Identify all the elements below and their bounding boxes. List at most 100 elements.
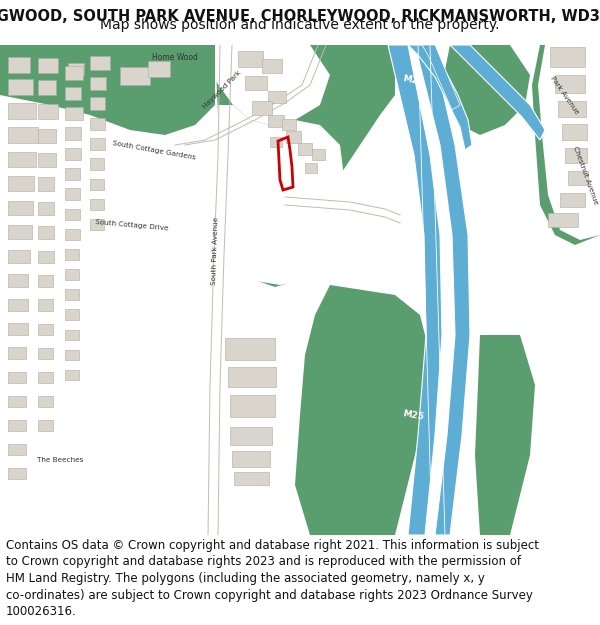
Text: Home Wood: Home Wood xyxy=(152,52,198,61)
Bar xyxy=(555,75,585,93)
Bar xyxy=(65,87,81,100)
Bar xyxy=(228,367,276,387)
Bar xyxy=(38,202,54,215)
Polygon shape xyxy=(280,195,400,240)
Text: LONGWOOD, SOUTH PARK AVENUE, CHORLEYWOOD, RICKMANSWORTH, WD3 5DZ: LONGWOOD, SOUTH PARK AVENUE, CHORLEYWOOD… xyxy=(0,9,600,24)
Bar xyxy=(65,188,80,200)
Bar xyxy=(8,225,32,239)
Bar xyxy=(282,119,296,130)
Bar xyxy=(8,250,30,263)
Bar xyxy=(268,115,284,127)
Bar xyxy=(8,420,26,431)
Bar xyxy=(8,396,26,407)
Polygon shape xyxy=(0,45,215,135)
Text: Map shows position and indicative extent of the property.: Map shows position and indicative extent… xyxy=(100,18,500,31)
Polygon shape xyxy=(215,45,330,125)
Bar xyxy=(65,289,79,300)
Polygon shape xyxy=(450,45,545,140)
Bar xyxy=(548,213,578,227)
Bar xyxy=(286,131,301,143)
Bar xyxy=(65,66,83,80)
Text: M25: M25 xyxy=(401,409,424,421)
Bar xyxy=(65,148,81,160)
Bar xyxy=(8,57,30,73)
Bar xyxy=(90,118,105,130)
Polygon shape xyxy=(445,45,530,135)
Polygon shape xyxy=(415,45,470,535)
Bar xyxy=(234,472,269,485)
Polygon shape xyxy=(408,45,472,150)
Bar xyxy=(8,127,38,143)
Bar xyxy=(38,275,53,287)
Bar xyxy=(8,299,28,311)
Bar xyxy=(65,309,79,320)
Bar xyxy=(38,58,58,73)
Bar xyxy=(38,226,54,239)
Text: 100026316.: 100026316. xyxy=(6,605,77,618)
Text: The Beeches: The Beeches xyxy=(37,457,83,463)
Bar xyxy=(38,420,53,431)
Bar xyxy=(298,143,312,155)
Bar xyxy=(90,97,105,110)
Bar xyxy=(8,274,28,287)
Polygon shape xyxy=(215,45,395,287)
Bar xyxy=(568,171,588,185)
Bar xyxy=(8,347,26,359)
Bar xyxy=(90,56,110,70)
Text: to Crown copyright and database rights 2023 and is reproduced with the permissio: to Crown copyright and database rights 2… xyxy=(6,555,521,568)
Text: South Park Avenue: South Park Avenue xyxy=(211,217,219,285)
Polygon shape xyxy=(295,285,430,535)
Bar xyxy=(8,176,34,191)
Bar xyxy=(65,269,79,280)
Text: Chestnut Avenue: Chestnut Avenue xyxy=(572,145,598,205)
Bar xyxy=(68,63,84,75)
Bar xyxy=(558,101,586,117)
Bar xyxy=(38,372,53,383)
Bar xyxy=(38,80,56,95)
Bar xyxy=(38,348,53,359)
Bar xyxy=(8,152,36,167)
Bar xyxy=(8,201,33,215)
Bar xyxy=(65,209,80,220)
Bar xyxy=(90,158,104,170)
Text: South Cottage Gardens: South Cottage Gardens xyxy=(112,140,196,160)
Bar xyxy=(65,107,83,120)
Bar xyxy=(312,149,325,160)
Bar xyxy=(225,338,275,360)
Bar xyxy=(65,168,80,180)
Bar xyxy=(65,350,79,360)
Bar xyxy=(90,219,104,230)
Bar xyxy=(148,61,170,77)
Bar xyxy=(38,104,58,119)
Bar xyxy=(65,229,80,240)
Text: Haywood Park: Haywood Park xyxy=(202,69,242,110)
Polygon shape xyxy=(215,355,295,420)
Bar xyxy=(120,67,150,85)
Bar xyxy=(238,51,263,67)
Bar xyxy=(230,427,272,445)
Bar xyxy=(252,101,272,115)
Bar xyxy=(65,249,79,260)
Text: Park Avenue: Park Avenue xyxy=(550,75,580,115)
Bar xyxy=(38,153,56,167)
Bar xyxy=(8,103,36,119)
Bar xyxy=(8,323,28,335)
Bar xyxy=(565,148,587,163)
Bar xyxy=(38,129,56,143)
Bar xyxy=(38,299,53,311)
Bar xyxy=(65,330,79,340)
Bar xyxy=(38,177,54,191)
Polygon shape xyxy=(532,45,600,245)
Bar xyxy=(8,79,33,95)
Bar xyxy=(65,127,81,140)
Bar xyxy=(262,59,282,73)
Text: HM Land Registry. The polygons (including the associated geometry, namely x, y: HM Land Registry. The polygons (includin… xyxy=(6,572,485,585)
Bar xyxy=(8,468,26,479)
Text: Contains OS data © Crown copyright and database right 2021. This information is : Contains OS data © Crown copyright and d… xyxy=(6,539,539,552)
Bar xyxy=(38,396,53,407)
Bar xyxy=(560,193,585,207)
Bar xyxy=(562,124,587,140)
Bar xyxy=(270,137,282,147)
Bar xyxy=(90,179,104,190)
Polygon shape xyxy=(205,285,230,535)
